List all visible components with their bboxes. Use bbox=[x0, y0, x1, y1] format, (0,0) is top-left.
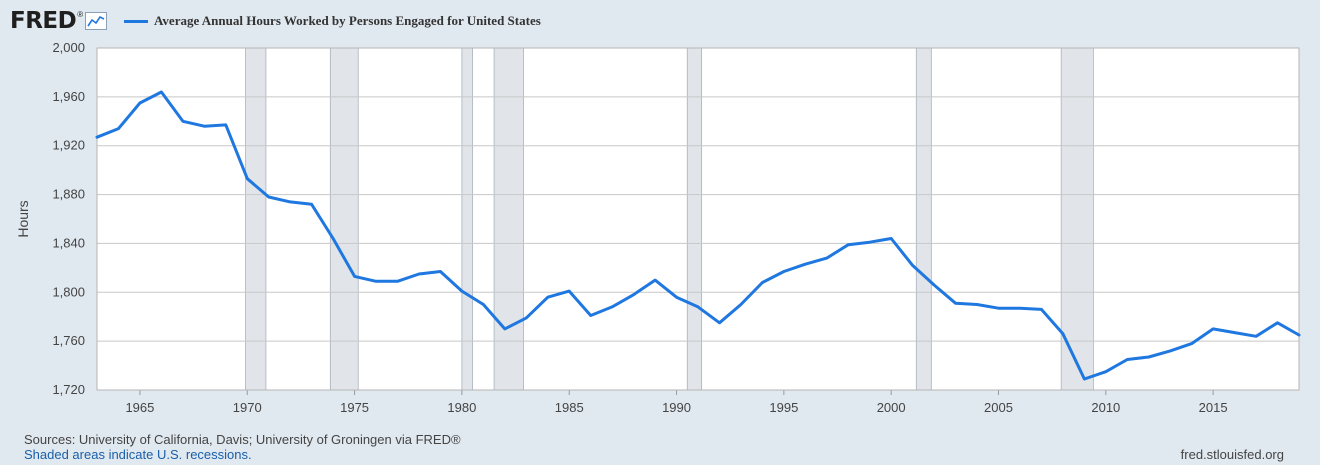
data-point bbox=[847, 243, 850, 246]
data-point bbox=[181, 120, 185, 123]
data-point bbox=[525, 316, 528, 320]
x-tick-label: 1965 bbox=[125, 400, 154, 415]
data-point bbox=[267, 195, 270, 199]
data-point bbox=[632, 293, 635, 296]
sources-note: Sources: University of California, Davis… bbox=[24, 432, 461, 447]
recession-band bbox=[915, 47, 932, 391]
data-point bbox=[138, 101, 142, 105]
x-tick-label: 1980 bbox=[447, 400, 476, 415]
data-point bbox=[997, 306, 1000, 310]
x-tick-label: 1995 bbox=[769, 400, 798, 415]
data-point bbox=[782, 270, 786, 273]
fred-url[interactable]: fred.stlouisfed.org bbox=[1180, 447, 1284, 462]
data-point bbox=[1147, 355, 1150, 359]
data-point bbox=[932, 283, 936, 287]
data-point bbox=[1254, 335, 1258, 338]
data-point bbox=[1104, 370, 1108, 373]
data-point bbox=[568, 289, 571, 293]
data-point bbox=[1040, 308, 1043, 311]
data-point bbox=[288, 200, 292, 204]
data-point bbox=[975, 303, 979, 306]
y-axis-title: Hours bbox=[15, 200, 31, 237]
data-point bbox=[1276, 321, 1279, 325]
data-point bbox=[374, 280, 378, 283]
data-point bbox=[589, 314, 592, 317]
data-point bbox=[1233, 331, 1236, 334]
data-point bbox=[1061, 332, 1065, 336]
data-point bbox=[310, 203, 313, 206]
recession-band bbox=[245, 47, 267, 391]
data-point bbox=[353, 275, 356, 278]
registered-mark: ® bbox=[77, 10, 84, 19]
x-tick-label: 2015 bbox=[1199, 400, 1228, 415]
y-tick-label: 1,840 bbox=[52, 235, 85, 250]
plot-border bbox=[96, 47, 1300, 391]
fred-logo-text: FRED bbox=[10, 8, 77, 34]
y-tick-label: 1,960 bbox=[52, 89, 85, 104]
fred-logo[interactable]: FRED ® bbox=[10, 6, 108, 36]
data-point bbox=[954, 302, 957, 305]
chart-line-icon bbox=[85, 12, 108, 30]
recession-band bbox=[461, 47, 474, 391]
recession-band bbox=[1060, 47, 1094, 391]
data-point bbox=[439, 270, 442, 273]
data-point bbox=[460, 289, 464, 293]
data-point bbox=[718, 321, 721, 325]
data-point bbox=[804, 262, 807, 266]
data-point bbox=[911, 264, 914, 267]
data-point bbox=[868, 241, 871, 244]
data-point bbox=[224, 123, 227, 127]
data-point bbox=[653, 278, 657, 282]
data-point bbox=[417, 272, 421, 276]
data-point bbox=[1018, 306, 1022, 310]
data-point bbox=[1169, 349, 1172, 353]
data-point bbox=[1190, 342, 1193, 345]
data-point bbox=[761, 281, 764, 284]
y-tick-label: 1,920 bbox=[52, 138, 85, 153]
x-tick-label: 1990 bbox=[662, 400, 691, 415]
recession-note: Shaded areas indicate U.S. recessions. bbox=[24, 447, 252, 462]
data-point bbox=[889, 237, 893, 240]
data-point bbox=[739, 303, 743, 306]
legend-series-label: Average Annual Hours Worked by Persons E… bbox=[154, 13, 541, 28]
data-point bbox=[1083, 377, 1086, 381]
data-point bbox=[1211, 327, 1215, 331]
data-point bbox=[675, 295, 678, 299]
data-point bbox=[503, 327, 507, 331]
data-point bbox=[696, 305, 700, 309]
y-tick-label: 1,720 bbox=[52, 382, 85, 397]
x-tick-label: 2005 bbox=[984, 400, 1013, 415]
data-point bbox=[546, 295, 549, 299]
x-tick-label: 1985 bbox=[555, 400, 584, 415]
data-point bbox=[610, 305, 614, 309]
x-tick-label: 2000 bbox=[877, 400, 906, 415]
x-tick-label: 1970 bbox=[233, 400, 262, 415]
recession-band bbox=[686, 47, 703, 391]
y-tick-label: 1,800 bbox=[52, 284, 85, 299]
data-point bbox=[95, 135, 99, 139]
data-point bbox=[825, 256, 828, 260]
y-tick-label: 1,880 bbox=[52, 187, 85, 202]
data-point bbox=[246, 177, 249, 180]
recession-band bbox=[493, 47, 524, 391]
data-point bbox=[331, 237, 335, 240]
data-point bbox=[482, 303, 485, 306]
chart-legend: Average Annual Hours Worked by Persons E… bbox=[124, 13, 541, 29]
data-point bbox=[396, 280, 399, 283]
x-tick-label: 2010 bbox=[1091, 400, 1120, 415]
x-tick-label: 1975 bbox=[340, 400, 369, 415]
recession-band bbox=[329, 47, 359, 391]
data-point bbox=[160, 90, 163, 94]
y-tick-label: 1,760 bbox=[52, 333, 85, 348]
data-point bbox=[117, 127, 120, 130]
data-point bbox=[1297, 333, 1301, 337]
data-point bbox=[203, 124, 206, 128]
legend-swatch bbox=[124, 19, 148, 23]
data-point bbox=[1126, 358, 1129, 361]
y-tick-label: 2,000 bbox=[52, 40, 85, 55]
